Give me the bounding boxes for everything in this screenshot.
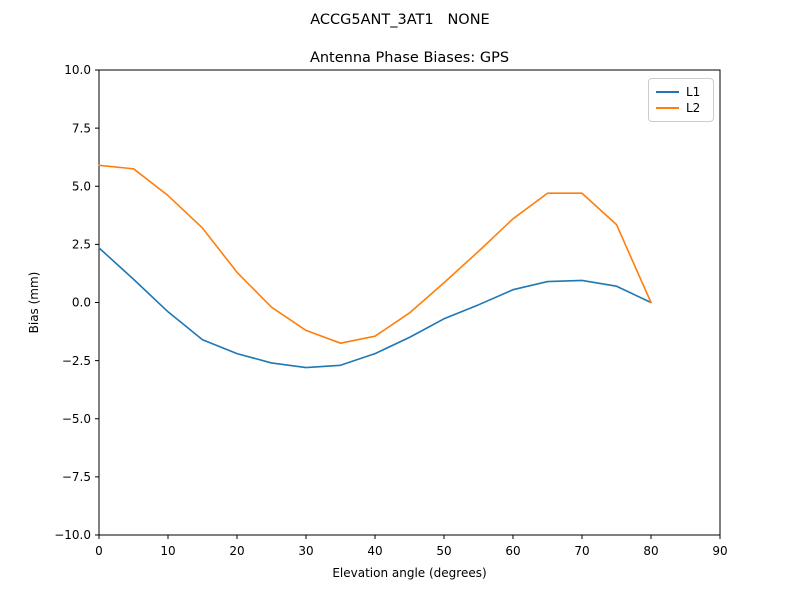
x-tick-label: 90	[712, 544, 727, 558]
x-tick-label: 40	[367, 544, 382, 558]
y-tick-label: −5.0	[62, 412, 91, 426]
y-tick-label: 10.0	[64, 63, 91, 77]
axes-layer: 0 10 20 30 40 50 60 70 80 90 −10.0 −7.5 −5.0 −2.5 0.0 2…	[54, 63, 727, 558]
x-tick-label: 80	[643, 544, 658, 558]
y-tick-label: −2.5	[62, 354, 91, 368]
series-line-l2	[98, 164, 652, 344]
legend-entry-l2: L2	[656, 102, 706, 114]
l2-line-swatch	[656, 107, 679, 110]
chart-title: Antenna Phase Biases: GPS	[310, 50, 509, 66]
plot-border	[98, 69, 721, 536]
x-tick-label: 60	[505, 544, 520, 558]
x-tick-label: 50	[436, 544, 451, 558]
figure-title: ACCG5ANT_3AT1 NONE	[310, 12, 489, 28]
series-lines	[98, 164, 652, 369]
x-tick-label: 30	[298, 544, 313, 558]
y-tick-label: 0.0	[72, 296, 91, 310]
l1-line-swatch	[656, 90, 679, 93]
y-tick-label: −10.0	[54, 528, 91, 542]
x-tick-label: 70	[574, 544, 589, 558]
y-tick-label: 2.5	[72, 238, 91, 252]
x-axis-label: Elevation angle (degrees)	[332, 566, 486, 580]
x-tick-label: 20	[229, 544, 244, 558]
y-tick-label: −7.5	[62, 470, 91, 484]
x-tick-label: 0	[95, 544, 103, 558]
x-tick-label: 10	[160, 544, 175, 558]
y-tick-label: 5.0	[72, 179, 91, 193]
legend-label-l2: L2	[686, 101, 701, 116]
y-axis-label: Bias (mm)	[27, 272, 41, 334]
legend-entry-l1: L1	[656, 86, 706, 98]
series-line-l1	[98, 247, 652, 369]
y-tick-label: 7.5	[72, 121, 91, 135]
legend: L1 L2	[648, 78, 714, 122]
legend-label-l1: L1	[686, 84, 701, 99]
